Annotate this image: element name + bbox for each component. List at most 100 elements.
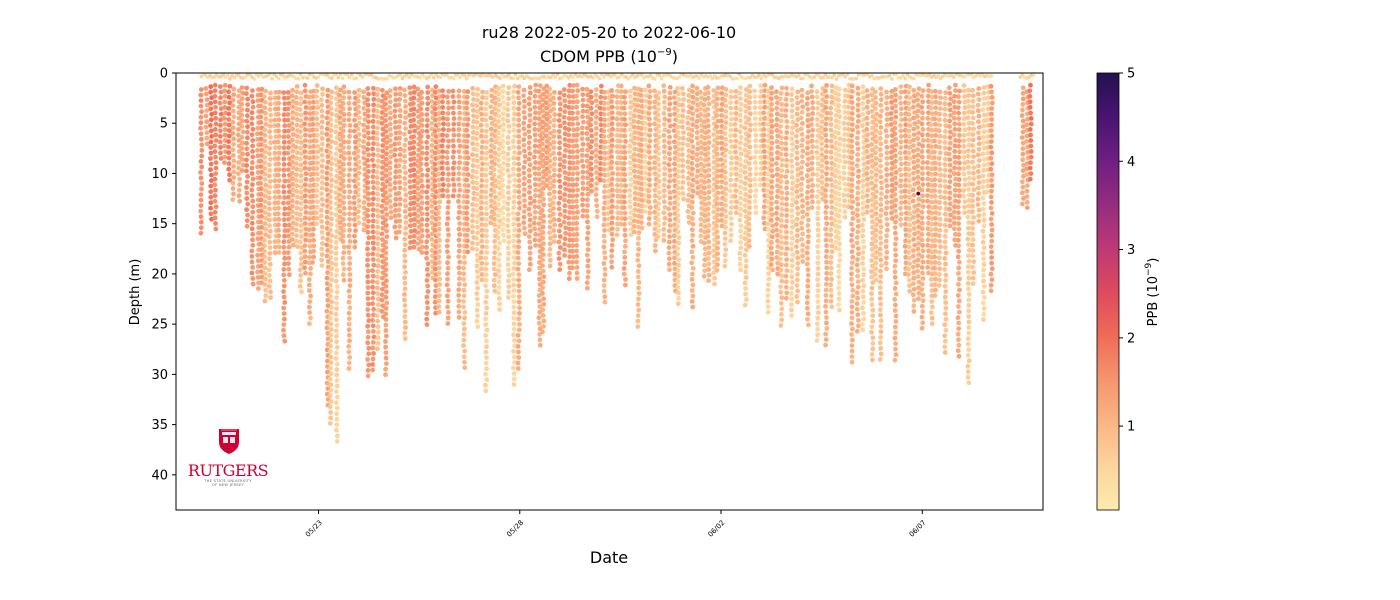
data-point	[729, 221, 734, 227]
data-point	[419, 194, 424, 200]
data-point	[419, 117, 425, 123]
data-point	[690, 199, 695, 205]
data-point	[324, 165, 330, 171]
data-point	[307, 255, 312, 260]
data-point	[340, 217, 346, 222]
data-point	[340, 101, 346, 106]
data-point	[570, 88, 575, 94]
data-point	[464, 94, 470, 100]
data-point	[457, 204, 462, 210]
data-point	[346, 100, 352, 106]
data-point	[632, 174, 638, 180]
data-point	[387, 187, 393, 193]
data-point	[432, 228, 438, 233]
data-point	[333, 212, 339, 218]
data-point	[352, 117, 357, 123]
data-point	[262, 298, 268, 304]
data-point	[589, 150, 595, 155]
data-point	[593, 153, 599, 159]
data-point	[706, 195, 711, 201]
data-point	[329, 89, 335, 95]
data-point	[198, 131, 204, 137]
data-point	[602, 117, 607, 123]
data-point	[533, 193, 538, 199]
data-point	[698, 222, 704, 228]
data-point	[383, 350, 389, 355]
data-point	[790, 119, 796, 125]
data-point	[778, 129, 783, 135]
data-point	[230, 97, 236, 103]
data-point	[263, 226, 269, 232]
data-point	[639, 214, 644, 220]
data-point	[809, 166, 815, 172]
data-point	[623, 89, 628, 95]
data-point	[779, 196, 785, 201]
data-point	[307, 133, 313, 139]
data-point	[475, 97, 480, 103]
data-point	[314, 171, 320, 177]
data-point	[266, 201, 272, 206]
data-point	[860, 222, 865, 228]
data-point	[823, 309, 829, 315]
data-point	[273, 145, 278, 151]
data-point	[601, 211, 607, 217]
data-point	[511, 161, 517, 166]
data-point	[761, 149, 767, 154]
data-point	[199, 109, 205, 115]
data-point	[676, 190, 681, 196]
data-point	[775, 144, 781, 150]
data-point	[752, 105, 758, 110]
data-point	[676, 240, 682, 246]
data-point	[451, 127, 456, 133]
data-point	[371, 329, 376, 334]
data-point	[580, 141, 586, 147]
data-point	[383, 328, 389, 333]
data-point	[198, 192, 204, 198]
data-point	[856, 317, 861, 323]
data-point	[566, 105, 572, 110]
data-point	[396, 124, 402, 130]
data-point	[789, 158, 794, 164]
data-point	[690, 177, 696, 183]
data-point	[622, 199, 627, 205]
data-point	[282, 278, 287, 283]
data-point	[667, 212, 673, 217]
data-point	[706, 272, 712, 278]
data-point	[267, 217, 272, 223]
data-point	[299, 245, 304, 251]
data-point	[276, 150, 282, 156]
data-point	[371, 163, 377, 169]
data-point	[686, 98, 692, 104]
data-point	[790, 219, 795, 225]
data-point	[436, 193, 442, 199]
data-point	[505, 245, 511, 251]
data-point	[384, 228, 389, 234]
data-point	[800, 159, 805, 165]
data-point	[837, 114, 842, 120]
data-point	[397, 130, 403, 136]
data-point	[779, 317, 784, 323]
data-point	[402, 148, 407, 154]
data-point	[338, 148, 343, 154]
data-point	[737, 256, 743, 262]
data-point	[541, 279, 546, 285]
data-point	[315, 149, 321, 155]
data-point	[371, 113, 376, 119]
data-point	[307, 238, 313, 244]
data-point	[307, 321, 312, 327]
data-point	[286, 167, 291, 173]
data-point	[706, 95, 711, 101]
data-point	[245, 201, 251, 207]
data-point	[738, 190, 743, 196]
data-point	[333, 245, 339, 251]
data-point	[380, 264, 386, 270]
data-point	[505, 162, 511, 168]
data-point	[474, 158, 480, 164]
data-point	[533, 138, 538, 143]
data-point	[837, 307, 842, 313]
data-point	[319, 130, 325, 136]
data-point	[445, 238, 450, 244]
data-point	[784, 290, 790, 296]
data-point	[815, 282, 821, 288]
data-point	[495, 213, 501, 219]
